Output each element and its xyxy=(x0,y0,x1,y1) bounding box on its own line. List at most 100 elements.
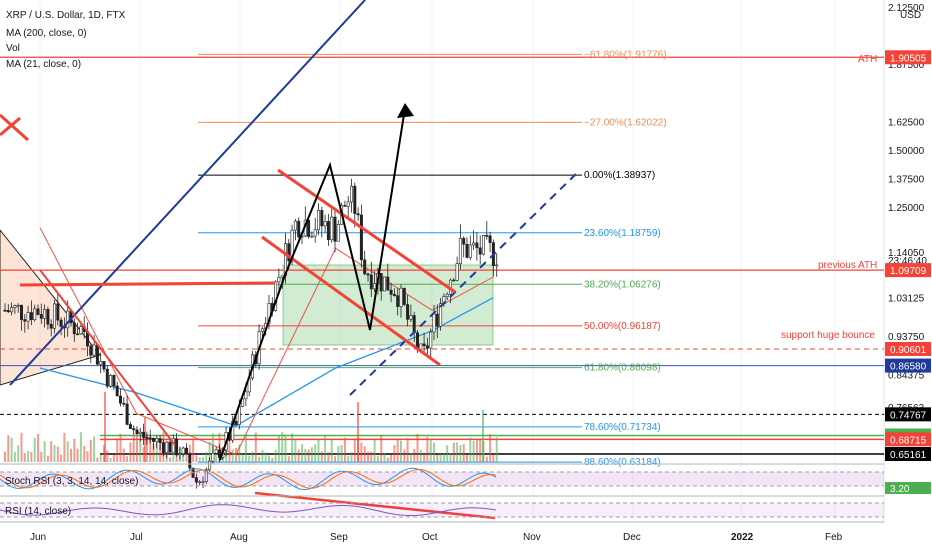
volume-bar xyxy=(386,457,389,462)
time-label: Oct xyxy=(422,532,438,543)
candle-body xyxy=(468,244,472,258)
volume-bar xyxy=(76,448,79,462)
candle-body xyxy=(422,343,426,347)
candle-body xyxy=(178,453,182,456)
candle-body xyxy=(346,201,350,207)
candle-body xyxy=(36,308,40,315)
volume-bar xyxy=(258,456,261,462)
volume-bar xyxy=(363,446,366,462)
candle-body xyxy=(112,375,116,387)
candle-body xyxy=(3,309,7,312)
volume-bar xyxy=(7,435,10,462)
time-axis[interactable]: Jun Jul Aug Sep Oct Nov Dec 2022 Feb xyxy=(30,532,843,543)
candle-body xyxy=(366,273,370,276)
volume-bar xyxy=(17,445,20,462)
volume-bar xyxy=(129,442,132,462)
volume-bar xyxy=(393,445,396,462)
volume-bar xyxy=(13,451,16,462)
volume-bar xyxy=(99,454,102,462)
candle-body xyxy=(43,309,47,319)
volume-bar xyxy=(340,445,343,462)
candle-body xyxy=(168,441,172,453)
candle-body xyxy=(280,275,284,278)
rsi-line xyxy=(0,504,497,516)
currency-label: USD xyxy=(900,10,921,21)
volume-bar xyxy=(192,438,195,462)
rsi-divergence xyxy=(254,491,496,520)
candle-body xyxy=(462,238,466,245)
price-badge-text: 0.65161 xyxy=(890,450,927,461)
volume-bar xyxy=(60,454,63,462)
price-tick: 1.37500 xyxy=(888,174,925,185)
price-tick: 1.87500 xyxy=(888,60,925,71)
candle-body xyxy=(333,216,337,242)
candle-body xyxy=(211,452,215,462)
candle-body xyxy=(39,314,43,319)
candle-body xyxy=(132,428,136,431)
candle-body xyxy=(122,402,126,405)
projection-arrowhead xyxy=(397,103,414,118)
rsi-label: RSI (14, close) xyxy=(5,506,71,517)
price-badge xyxy=(885,358,931,373)
candle-body xyxy=(99,361,103,365)
volume-bar xyxy=(185,453,188,462)
time-label: Jun xyxy=(30,532,46,543)
volume-bar xyxy=(264,452,267,462)
candle-body xyxy=(409,315,413,320)
price-tick: 0.84375 xyxy=(888,371,925,382)
candle-body xyxy=(359,214,363,261)
price-tick: 1.03125 xyxy=(888,293,925,304)
volume-bar xyxy=(475,439,478,462)
volume-bar xyxy=(446,445,449,462)
volume-bar xyxy=(403,449,406,462)
candle-body xyxy=(52,303,56,329)
drawings xyxy=(0,0,581,520)
candle-body xyxy=(445,294,449,298)
candle-body xyxy=(277,277,281,283)
volume-bar xyxy=(337,446,340,462)
fib-levels xyxy=(0,53,884,463)
candle-body xyxy=(406,304,410,320)
volume-bar xyxy=(231,449,234,462)
fib-label: 78.60%(0.71734) xyxy=(584,422,661,433)
volume-bar xyxy=(56,446,59,462)
volume-bar xyxy=(20,432,23,462)
volume-bar xyxy=(456,442,459,462)
volume-bar xyxy=(63,432,66,462)
volume-bar xyxy=(495,437,498,462)
volume-bar xyxy=(350,452,353,462)
time-label: Dec xyxy=(623,532,641,543)
volume-bar xyxy=(426,436,429,462)
volume-bar xyxy=(347,455,350,462)
price-badge xyxy=(885,50,931,65)
price-tick: 0.93750 xyxy=(888,332,925,343)
volume-bar xyxy=(357,402,359,462)
volume-bar xyxy=(294,439,297,462)
rsi-pane[interactable]: RSI (14, close) xyxy=(0,495,884,518)
volume-bar xyxy=(423,452,426,462)
candle-body xyxy=(119,395,123,404)
volume-bar xyxy=(291,433,294,462)
candle-body xyxy=(396,295,400,307)
volume-bar xyxy=(419,449,422,462)
stoch-k-line xyxy=(0,467,497,491)
candle-body xyxy=(76,333,80,336)
volume-bar xyxy=(442,453,445,462)
volume-bar xyxy=(30,451,33,462)
price-tick: 2.12500 xyxy=(888,3,925,14)
volume-bar xyxy=(320,451,323,462)
ma200-line xyxy=(39,297,494,427)
volume-bar xyxy=(172,447,175,462)
volume-bar xyxy=(287,456,290,462)
candle-body xyxy=(241,398,245,407)
volume-bar xyxy=(86,451,89,462)
candle-body xyxy=(128,424,132,429)
candle-body xyxy=(59,319,63,327)
volume-bar xyxy=(228,439,231,462)
candle-body xyxy=(148,437,152,440)
volume-bar xyxy=(159,439,162,462)
candle-body xyxy=(435,313,439,327)
price-tick: 1.62500 xyxy=(888,117,925,128)
stoch-rsi-pane[interactable]: Stoch RSI (3, 3, 14, 14, close) 3.20 xyxy=(0,463,931,495)
